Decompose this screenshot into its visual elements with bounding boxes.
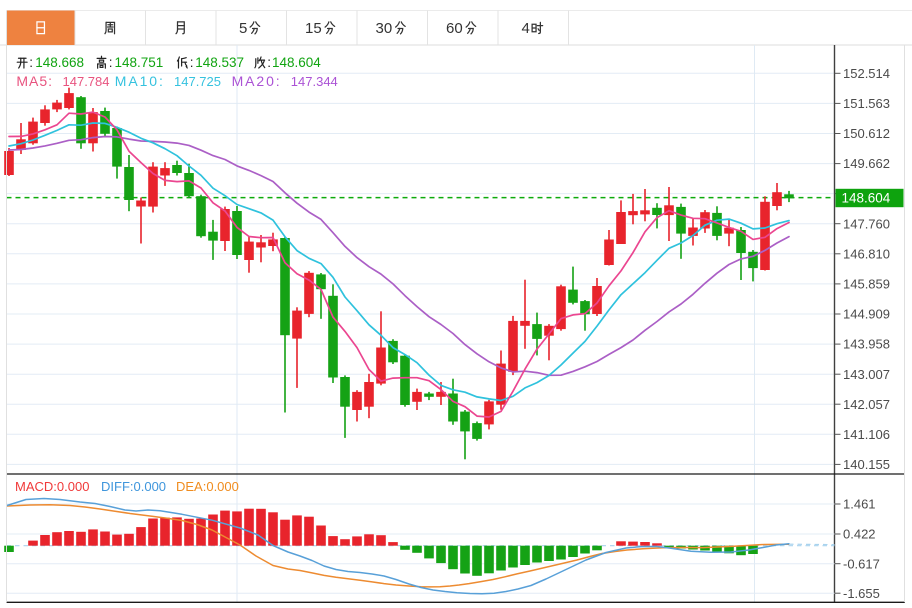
svg-text:148.604: 148.604 [272,55,321,70]
svg-text:5: 5 [239,20,247,37]
svg-text:-0.617: -0.617 [843,556,880,571]
svg-text:MA20:: MA20: [232,73,282,89]
svg-text:148.537: 148.537 [195,55,244,70]
svg-text:141.106: 141.106 [843,427,890,442]
svg-text::: : [29,55,33,70]
svg-text:143.958: 143.958 [843,337,890,352]
svg-text:140.155: 140.155 [843,457,890,472]
svg-text::: : [109,55,113,70]
svg-text::: : [267,55,271,70]
svg-text:144.909: 144.909 [843,307,890,322]
svg-text:DIFF:0.000: DIFF:0.000 [101,479,166,494]
svg-text:15: 15 [305,20,322,37]
svg-text:4: 4 [522,20,530,37]
svg-text:149.662: 149.662 [843,156,890,171]
svg-text:1.461: 1.461 [843,497,876,512]
svg-text:60: 60 [446,20,463,37]
svg-text:147.344: 147.344 [291,74,338,89]
svg-text::: : [190,55,194,70]
svg-text:-1.655: -1.655 [843,586,880,601]
svg-text:MA5:: MA5: [16,73,53,89]
svg-text:150.612: 150.612 [843,126,890,141]
svg-text:30: 30 [376,20,393,37]
svg-text:152.514: 152.514 [843,66,890,81]
svg-text:MA10:: MA10: [115,73,165,89]
svg-text:MACD:0.000: MACD:0.000 [15,479,89,494]
svg-text:148.751: 148.751 [115,55,164,70]
svg-text:DEA:0.000: DEA:0.000 [176,479,239,494]
svg-text:148.668: 148.668 [35,55,84,70]
svg-text:147.760: 147.760 [843,216,890,231]
svg-text:147.784: 147.784 [63,74,110,89]
svg-text:0.422: 0.422 [843,527,876,542]
svg-text:142.057: 142.057 [843,397,890,412]
svg-text:143.007: 143.007 [843,367,890,382]
svg-text:146.810: 146.810 [843,246,890,261]
svg-text:147.725: 147.725 [174,74,221,89]
svg-text:148.604: 148.604 [842,191,891,206]
svg-text:151.563: 151.563 [843,96,890,111]
svg-text:145.859: 145.859 [843,277,890,292]
